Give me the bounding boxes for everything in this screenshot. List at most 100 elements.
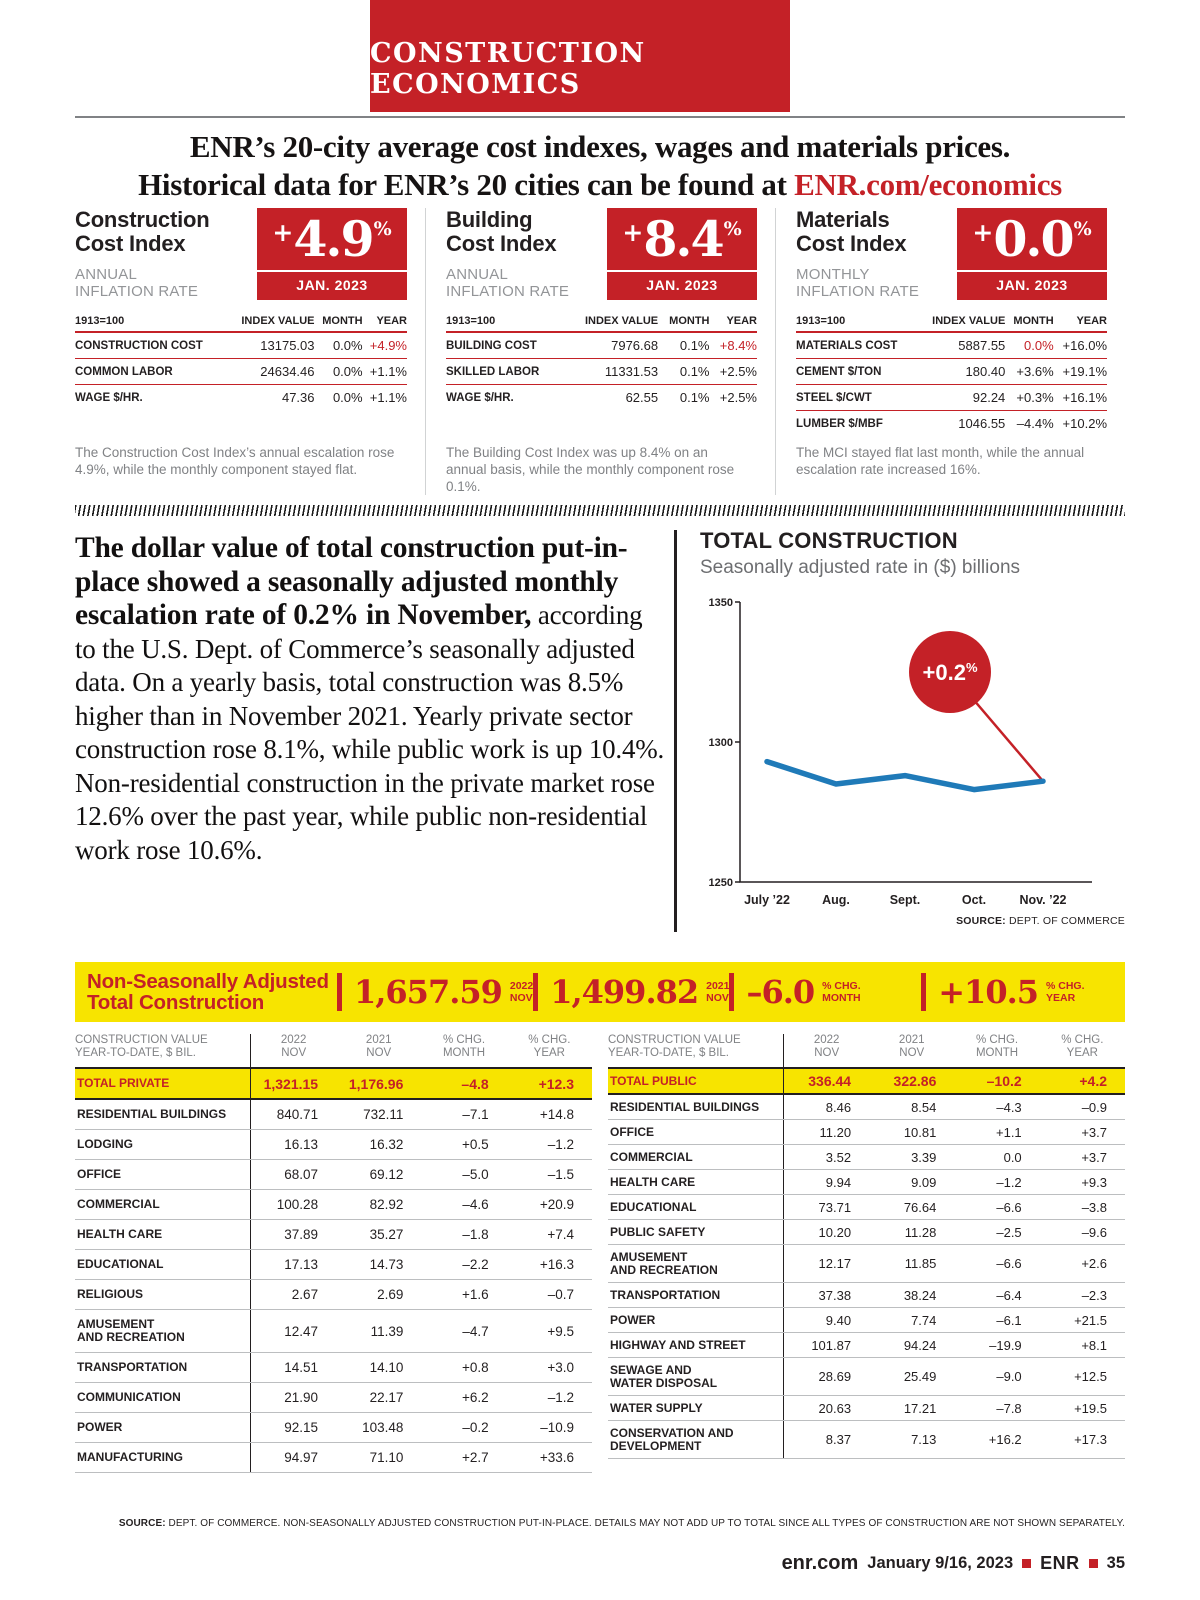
nsa-stat-period: % CHG. MONTH [822, 980, 861, 1004]
table-row: LODGING 16.13 16.32 +0.5 –1.2 [75, 1129, 592, 1160]
line-chart: 1250 1300 1350 July ’22 Aug. Sept. Oct. Nov. ’2… [709, 597, 1092, 907]
table-row: RELIGIOUS 2.67 2.69 +1.6 –0.7 [75, 1279, 592, 1310]
table-row: OFFICE 11.20 10.81 +1.1 +3.7 [608, 1119, 1125, 1145]
card-title: Building Cost Index [446, 207, 557, 256]
headline-line1: ENR’s 20-city average cost indexes, wage… [189, 129, 1011, 164]
headline-line2: Historical data for ENR’s 20 cities can … [138, 167, 1062, 202]
index-table: 1913=100 INDEX VALUE MONTH YEAR CONSTRUC… [75, 312, 407, 410]
total-construction-chart: TOTAL CONSTRUCTION Seasonally adjusted r… [700, 528, 1125, 927]
change-badge-label: +0.2% [923, 660, 978, 685]
table-row: POWER 92.15 103.48 –0.2 –10.9 [75, 1412, 592, 1443]
index-table-header: 1913=100 INDEX VALUE MONTH YEAR [796, 312, 1107, 333]
rate-badge: +8.4% JAN. 2023 [607, 208, 757, 300]
construction-data-line [764, 758, 1046, 793]
table-row: SEWAGE AND WATER DISPOSAL 28.69 25.49 –9… [608, 1357, 1125, 1396]
rate-date: JAN. 2023 [257, 270, 407, 300]
header-rule [75, 116, 1125, 118]
index-table-header: 1913=100 INDEX VALUE MONTH YEAR [446, 312, 757, 333]
red-square-icon [1088, 1559, 1098, 1568]
economics-link[interactable]: ENR.com/economics [794, 167, 1062, 202]
table-row: CONSTRUCTION COST 13175.03 0.0% +4.9% [75, 332, 407, 359]
page-number: 35 [1106, 1554, 1125, 1572]
private-construction-table: CONSTRUCTION VALUE YEAR-TO-DATE, $ BIL. 2… [75, 1034, 592, 1473]
svg-text:1350: 1350 [709, 597, 733, 609]
rate-value: +4.9% [272, 210, 392, 268]
nsa-stat-value: +10.5 [938, 973, 1039, 1011]
table-row: TRANSPORTATION 37.38 38.24 –6.4 –2.3 [608, 1282, 1125, 1308]
axis-labels: 1250 1300 1350 July ’22 Aug. Sept. Oct. Nov. ’2… [709, 597, 1067, 907]
divider-bar [729, 973, 735, 1011]
table-row: BUILDING COST 7976.68 0.1% +8.4% [446, 332, 757, 359]
headline: ENR’s 20-city average cost indexes, wage… [0, 128, 1200, 204]
table-row: AMUSEMENT AND RECREATION 12.47 11.39 –4.… [75, 1309, 592, 1353]
table-row: WATER SUPPLY 20.63 17.21 –7.8 +19.5 [608, 1395, 1125, 1421]
svg-text:Sept.: Sept. [890, 893, 921, 907]
page-footer: enr.com January 9/16, 2023 ENR 35 [782, 1552, 1125, 1575]
svg-text:1300: 1300 [709, 737, 733, 749]
table-header-row: CONSTRUCTION VALUE YEAR-TO-DATE, $ BIL. 2… [75, 1034, 592, 1069]
table-row: STEEL $/CWT 92.24 +0.3% +16.1% [796, 384, 1107, 411]
table-row: RESIDENTIAL BUILDINGS 8.46 8.54 –4.3 –0.… [608, 1094, 1125, 1120]
divider-bar [337, 973, 342, 1011]
building-cost-index-card: Building Cost Index ANNUAL INFLATION RAT… [425, 208, 775, 495]
rate-badge: +0.0% JAN. 2023 [957, 208, 1107, 300]
rate-badge: +4.9% JAN. 2023 [257, 208, 407, 300]
total-private-row: TOTAL PRIVATE 1,321.15 1,176.96 –4.8 +12… [75, 1068, 592, 1100]
nsa-stat-period: % CHG. YEAR [1045, 980, 1085, 1004]
section-banner-title: CONSTRUCTION ECONOMICS [370, 38, 646, 100]
table-row: COMMERCIAL 100.28 82.92 –4.6 +20.9 [75, 1189, 592, 1220]
index-note: The Construction Cost Index’s annual esc… [75, 445, 395, 477]
table-row: COMMERCIAL 3.52 3.39 0.0 +3.7 [608, 1144, 1125, 1170]
cost-index-section: Construction Cost Index ANNUAL INFLATION… [75, 208, 1125, 495]
table-row: RESIDENTIAL BUILDINGS 840.71 732.11 –7.1… [75, 1099, 592, 1130]
chart-title: TOTAL CONSTRUCTION [700, 528, 958, 553]
table-row: COMMUNICATION 21.90 22.17 +6.2 –1.2 [75, 1382, 592, 1413]
table-row: SKILLED LABOR 11331.53 0.1% +2.5% [446, 358, 757, 385]
nsa-stat-value: –6.0 [746, 973, 815, 1011]
table-row: COMMON LABOR 24634.46 0.0% +1.1% [75, 358, 407, 385]
public-construction-table: CONSTRUCTION VALUE YEAR-TO-DATE, $ BIL. 2… [608, 1034, 1125, 1459]
issue-date: January 9/16, 2023 [867, 1554, 1014, 1572]
rate-date: JAN. 2023 [607, 270, 757, 300]
section-banner: CONSTRUCTION ECONOMICS [370, 0, 790, 112]
index-table: 1913=100 INDEX VALUE MONTH YEAR MATERIAL… [796, 312, 1107, 436]
svg-text:July ’22: July ’22 [744, 893, 790, 907]
site-link[interactable]: enr.com [781, 1552, 859, 1574]
table-row: HIGHWAY AND STREET 101.87 94.24 –19.9 +8… [608, 1332, 1125, 1358]
svg-text:Aug.: Aug. [822, 893, 850, 907]
table-row: OFFICE 68.07 69.12 –5.0 –1.5 [75, 1159, 592, 1190]
change-badge [909, 631, 991, 713]
table-row: EDUCATIONAL 17.13 14.73 –2.2 +16.3 [75, 1249, 592, 1280]
nsa-stat-period: 2022 NOV [509, 980, 534, 1004]
table-row: POWER 9.40 7.74 –6.1 +21.5 [608, 1307, 1125, 1333]
divider-bar [533, 973, 539, 1011]
index-table-header: 1913=100 INDEX VALUE MONTH YEAR [75, 312, 407, 333]
red-square-icon [1022, 1559, 1032, 1568]
materials-cost-index-card: Materials Cost Index MONTHLY INFLATION R… [775, 208, 1125, 495]
chart-subtitle: Seasonally adjusted rate in ($) billions [700, 557, 1021, 578]
article-text: The dollar value of total construction p… [75, 532, 667, 867]
nsa-title: Non-Seasonally Adjusted Total Constructi… [87, 970, 329, 1014]
total-public-row: TOTAL PUBLIC 336.44 322.86 –10.2 +4.2 [608, 1068, 1125, 1095]
svg-text:Oct.: Oct. [962, 893, 986, 907]
card-title: Materials Cost Index [796, 207, 907, 256]
index-table: 1913=100 INDEX VALUE MONTH YEAR BUILDING… [446, 312, 757, 410]
nsa-stat: 1,499.82 2021 NOV [533, 973, 729, 1011]
construction-cost-index-card: Construction Cost Index ANNUAL INFLATION… [75, 208, 425, 495]
nsa-stat: +10.5 % CHG. YEAR [921, 973, 1113, 1011]
table-row: TRANSPORTATION 14.51 14.10 +0.8 +3.0 [75, 1352, 592, 1383]
rate-date: JAN. 2023 [957, 270, 1107, 300]
index-note: The MCI stayed flat last month, while th… [796, 445, 1085, 477]
table-row: CONSERVATION AND DEVELOPMENT 8.37 7.13 +… [608, 1420, 1125, 1459]
svg-text:1250: 1250 [709, 877, 733, 889]
public-table-wrap: CONSTRUCTION VALUE YEAR-TO-DATE, $ BIL. 2… [608, 1034, 1125, 1473]
construction-value-tables: CONSTRUCTION VALUE YEAR-TO-DATE, $ BIL. 2… [75, 1034, 1125, 1473]
nsa-stat-value: 1,657.59 [354, 973, 503, 1011]
inflation-rate-label: ANNUAL INFLATION RATE [75, 266, 199, 300]
private-table-wrap: CONSTRUCTION VALUE YEAR-TO-DATE, $ BIL. 2… [75, 1034, 592, 1473]
article-paragraph: The dollar value of total construction p… [75, 532, 667, 867]
article-lead: The dollar value of total construction p… [75, 532, 628, 631]
table-row: HEALTH CARE 37.89 35.27 –1.8 +7.4 [75, 1219, 592, 1250]
chart-axes [739, 602, 1092, 883]
